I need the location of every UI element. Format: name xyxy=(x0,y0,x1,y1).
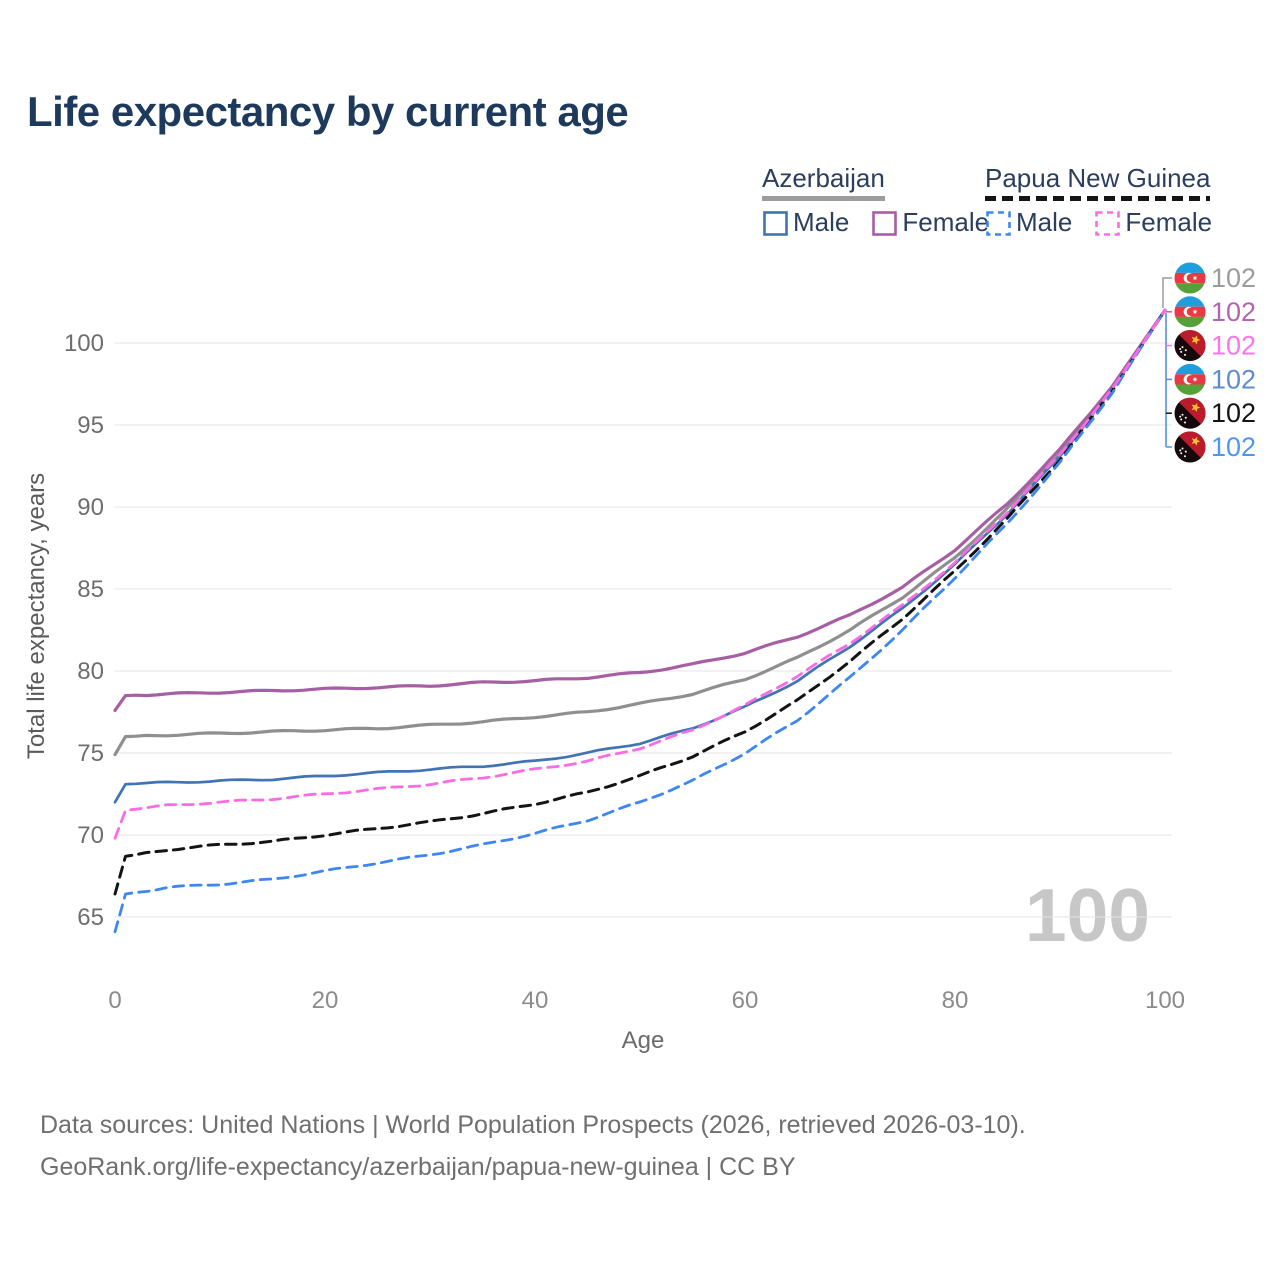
end-value-label-papua-new-guinea-female: 102 xyxy=(1211,331,1256,361)
legend-underline-azerbaijan xyxy=(762,196,885,201)
footer: Data sources: United Nations | World Pop… xyxy=(40,1104,1026,1188)
x-tick-label-100: 100 xyxy=(1145,987,1185,1014)
legend-label-papua-new-guinea-female: Female xyxy=(1125,207,1213,237)
azerbaijan-flag-icon xyxy=(1174,363,1206,395)
x-axis-title: Age xyxy=(622,1027,665,1054)
footer-attribution: GeoRank.org/life-expectancy/azerbaijan/p… xyxy=(40,1153,796,1181)
end-value-label-azerbaijan-female: 102 xyxy=(1211,297,1256,327)
y-tick-label-65: 65 xyxy=(77,904,104,931)
papua-new-guinea-flag-icon xyxy=(1174,397,1206,429)
series-line-azerbaijan-male[interactable] xyxy=(113,308,1167,804)
legend-group-azerbaijan: Azerbaijan Male Female xyxy=(762,163,989,238)
legend-underline-papua-new-guinea xyxy=(985,196,1211,201)
legend-item-azerbaijan-male[interactable]: Male xyxy=(762,207,849,238)
x-tick-label-80: 80 xyxy=(942,987,969,1014)
page-title: Life expectancy by current age xyxy=(27,88,629,135)
x-tick-label-60: 60 xyxy=(732,987,759,1014)
legend-country-papua-new-guinea-label: Papua New Guinea xyxy=(985,163,1211,193)
x-tick-label-40: 40 xyxy=(522,987,549,1014)
legend-label-papua-new-guinea-male: Male xyxy=(1016,207,1073,237)
end-value-label-papua-new-guinea-male: 102 xyxy=(1211,432,1256,462)
y-tick-label-95: 95 xyxy=(77,412,104,439)
end-value-label-papua-new-guinea-both: 102 xyxy=(1211,398,1256,428)
y-tick-label-85: 85 xyxy=(77,576,104,603)
legend-country-azerbaijan[interactable]: Azerbaijan xyxy=(762,163,885,201)
legend-item-azerbaijan-female[interactable]: Female xyxy=(871,207,989,238)
legend-country-papua-new-guinea[interactable]: Papua New Guinea xyxy=(985,163,1211,201)
series-line-azerbaijan-both[interactable] xyxy=(113,308,1167,757)
papua-new-guinea-male-swatch-icon xyxy=(985,209,1013,237)
y-tick-label-75: 75 xyxy=(77,740,104,767)
papua-new-guinea-flag-icon xyxy=(1174,330,1206,362)
legend-group-papua-new-guinea: Papua New Guinea Male Female xyxy=(985,163,1212,238)
y-tick-label-80: 80 xyxy=(77,658,104,685)
series-line-azerbaijan-female[interactable] xyxy=(113,308,1167,712)
legend-label-azerbaijan-male: Male xyxy=(793,207,850,237)
azerbaijan-male-swatch-icon xyxy=(762,209,790,237)
series-line-papua-new-guinea-female[interactable] xyxy=(113,308,1167,840)
end-label-connector-top xyxy=(1162,277,1172,308)
azerbaijan-flag-icon xyxy=(1174,262,1206,294)
x-tick-label-0: 0 xyxy=(108,987,121,1014)
end-value-label-azerbaijan-both: 102 xyxy=(1211,263,1256,293)
y-tick-label-90: 90 xyxy=(77,494,104,521)
series-line-papua-new-guinea-both[interactable] xyxy=(113,308,1167,896)
footer-data-sources: Data sources: United Nations | World Pop… xyxy=(40,1111,1026,1139)
x-tick-label-20: 20 xyxy=(312,987,339,1014)
legend-item-papua-new-guinea-male[interactable]: Male xyxy=(985,207,1072,238)
y-tick-label-100: 100 xyxy=(64,330,104,357)
y-axis-title: Total life expectancy, years xyxy=(23,473,50,759)
azerbaijan-female-swatch-icon xyxy=(871,209,899,237)
legend-label-azerbaijan-female: Female xyxy=(902,207,990,237)
end-value-label-azerbaijan-male: 102 xyxy=(1211,364,1256,394)
legend-country-azerbaijan-label: Azerbaijan xyxy=(762,163,885,193)
azerbaijan-flag-icon xyxy=(1174,296,1206,328)
series-line-papua-new-guinea-male[interactable] xyxy=(113,308,1167,934)
legend-item-papua-new-guinea-female[interactable]: Female xyxy=(1094,207,1212,238)
papua-new-guinea-flag-icon xyxy=(1174,431,1206,463)
papua-new-guinea-female-swatch-icon xyxy=(1094,209,1122,237)
y-tick-label-70: 70 xyxy=(77,822,104,849)
age-indicator-watermark: 100 xyxy=(1025,873,1150,957)
